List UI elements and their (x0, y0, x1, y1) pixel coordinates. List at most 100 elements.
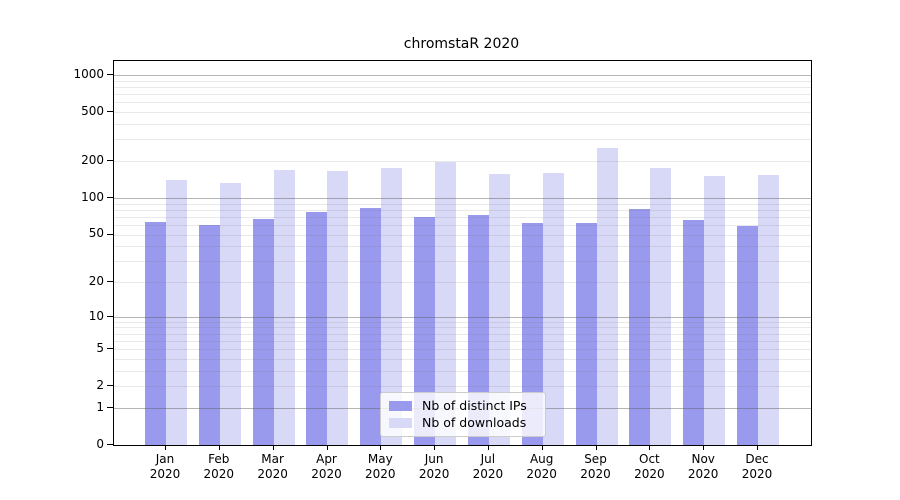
bar-ips-oct (629, 209, 651, 445)
x-tick-label-jul: Jul 2020 (472, 452, 504, 481)
gridline-80 (114, 209, 811, 211)
bar-downloads-dec (757, 174, 779, 445)
legend: Nb of distinct IPs Nb of downloads (380, 392, 546, 437)
gridline-50 (114, 234, 811, 236)
gridline-9 (114, 321, 811, 323)
x-tick-mark (703, 445, 705, 450)
gridline-5 (114, 349, 811, 351)
x-tick-label-oct: Oct 2020 (634, 452, 665, 481)
gridline-400 (114, 124, 811, 125)
gridline-10 (114, 316, 811, 318)
bar-ips-nov (683, 219, 705, 445)
bar-ips-jul (467, 214, 489, 445)
x-tick-label-dec: Dec 2020 (741, 452, 773, 481)
x-tick-mark (434, 445, 436, 450)
x-tick-mark (272, 445, 274, 450)
legend-label-distinct-ips: Nb of distinct IPs (422, 398, 527, 413)
x-tick-mark (487, 445, 489, 450)
gridline-100 (114, 197, 811, 199)
bar-downloads-oct (650, 168, 672, 445)
y-tick-label-1: 1 (96, 399, 104, 414)
y-tick-mark (107, 406, 113, 408)
gridline-900 (114, 80, 811, 82)
x-tick-mark (380, 445, 382, 450)
x-tick-mark (595, 445, 597, 450)
x-tick-mark (649, 445, 651, 450)
gridline-300 (114, 139, 811, 141)
x-tick-label-apr: Apr 2020 (311, 452, 342, 481)
bar-ips-may (360, 208, 382, 445)
gridline-90 (114, 203, 811, 205)
bar-ips-feb (198, 224, 220, 445)
gridline-700 (114, 94, 811, 96)
gridline-1000 (114, 75, 811, 76)
y-tick-mark (107, 385, 113, 387)
bar-downloads-nov (704, 176, 726, 445)
bar-downloads-apr (327, 171, 349, 445)
x-tick-label-aug: Aug 2020 (526, 452, 557, 481)
y-tick-mark (107, 160, 113, 161)
x-tick-mark (541, 445, 543, 450)
x-tick-label-may: May 2020 (365, 452, 396, 481)
chart-title: chromstaR 2020 (403, 36, 520, 52)
bar-ips-sep (575, 223, 597, 445)
gridline-40 (114, 246, 811, 248)
bar-ips-jun (414, 216, 436, 445)
x-tick-label-nov: Nov 2020 (687, 452, 719, 481)
gridline-20 (114, 282, 811, 283)
y-tick-label-500: 500 (81, 104, 104, 119)
x-tick-label-feb: Feb 2020 (203, 452, 235, 481)
plot-area: Nb of distinct IPs Nb of downloads (113, 60, 812, 446)
x-tick-mark (326, 445, 328, 450)
y-tick-label-2: 2 (96, 378, 104, 393)
y-tick-mark (107, 196, 113, 198)
gridline-6 (114, 340, 811, 342)
bar-downloads-feb (219, 182, 241, 445)
y-tick-label-10: 10 (88, 308, 104, 323)
gridline-70 (114, 216, 811, 218)
gridline-200 (114, 161, 811, 162)
gridline-8 (114, 327, 811, 329)
y-tick-label-200: 200 (81, 153, 104, 168)
y-tick-label-100: 100 (81, 189, 104, 204)
y-tick-mark (107, 348, 113, 350)
y-tick-label-0: 0 (96, 437, 104, 451)
gridline-30 (114, 261, 811, 263)
legend-item-distinct-ips: Nb of distinct IPs (389, 398, 537, 414)
legend-swatch-distinct-ips (389, 401, 412, 411)
x-tick-label-jun: Jun 2020 (418, 452, 450, 481)
x-tick-label-jan: Jan 2020 (149, 452, 181, 481)
bar-ips-mar (252, 219, 274, 445)
gridline-600 (114, 102, 811, 104)
bar-downloads-mar (273, 169, 295, 445)
y-tick-label-1000: 1000 (73, 67, 104, 82)
gridline-60 (114, 224, 811, 226)
bar-ips-dec (736, 225, 758, 445)
bar-downloads-jan (166, 180, 187, 445)
bar-ips-jan (145, 222, 166, 445)
x-tick-mark (218, 445, 220, 450)
x-tick-label-sep: Sep 2020 (580, 452, 611, 481)
legend-label-downloads: Nb of downloads (422, 415, 527, 430)
y-tick-mark (107, 74, 113, 75)
bar-downloads-jul (488, 174, 510, 445)
gridline-3 (114, 370, 811, 372)
x-tick-mark (757, 445, 758, 450)
bar-ips-aug (521, 223, 543, 445)
gridline-800 (114, 87, 811, 88)
legend-item-downloads: Nb of downloads (389, 415, 537, 431)
y-tick-label-5: 5 (96, 341, 104, 356)
bar-downloads-sep (596, 148, 618, 445)
bar-downloads-may (381, 167, 403, 445)
y-tick-mark (107, 111, 113, 113)
gridline-7 (114, 333, 811, 335)
gridline-4 (114, 358, 811, 360)
gridline-2 (114, 386, 811, 388)
bar-downloads-aug (542, 172, 564, 445)
gridline-500 (114, 112, 811, 114)
legend-swatch-downloads (389, 418, 412, 428)
y-tick-mark (107, 233, 113, 235)
y-tick-mark (107, 281, 113, 282)
y-tick-mark (107, 444, 113, 445)
y-tick-label-50: 50 (88, 226, 104, 241)
